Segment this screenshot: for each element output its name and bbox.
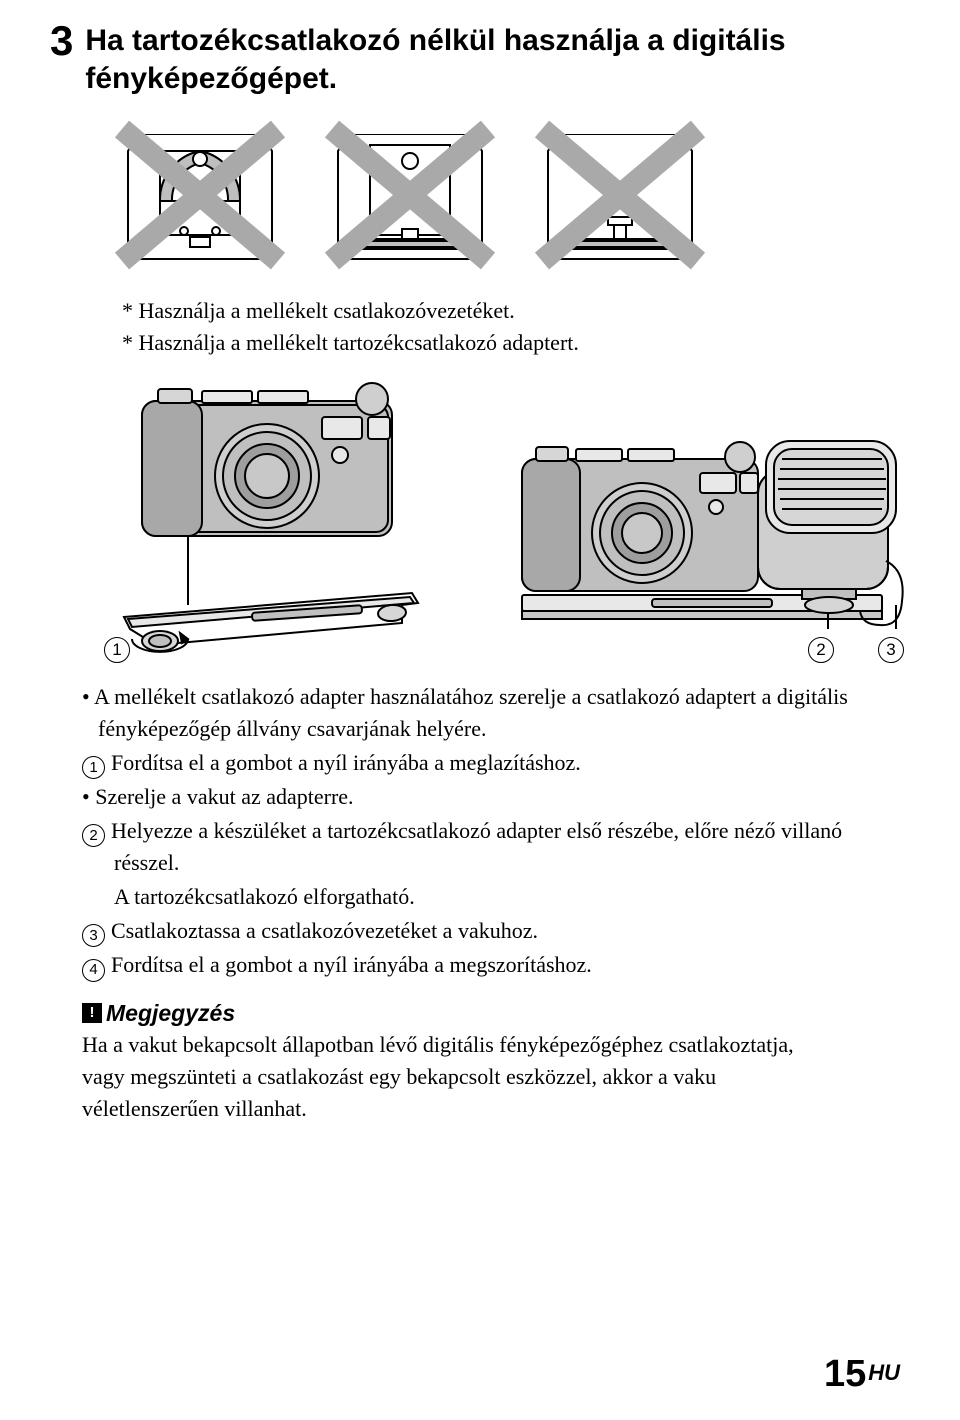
inline-circle-4: 4 (82, 959, 105, 982)
mount-bracket-icon (320, 111, 500, 271)
numbered-text: A tartozékcsatlakozó elforgatható. (114, 884, 415, 909)
numbered-text: Fordítsa el a gombot a nyíl irányába a m… (111, 750, 581, 775)
bullet-item: Szerelje a vakut az adapterre. (82, 781, 860, 813)
inline-circle-3: 3 (82, 924, 105, 947)
page-number: 15HU (824, 1353, 900, 1396)
heading-line-1: Ha tartozékcsatlakozó nélkül használja a… (85, 24, 785, 57)
numbered-text: Fordítsa el a gombot a nyíl irányába a m… (111, 952, 592, 977)
note-line-1: * Használja a mellékelt csatlakozóvezeté… (122, 295, 880, 327)
step-number: 3 (50, 20, 73, 62)
callout-1: 1 (104, 637, 130, 663)
numbered-item: 3 Csatlakoztassa a csatlakozóvezetéket a … (82, 915, 860, 947)
page-number-suffix: HU (868, 1360, 900, 1385)
mount-illustrations (110, 111, 880, 271)
mount-bracket-icon (110, 111, 290, 271)
mount-notes: * Használja a mellékelt csatlakozóvezeté… (122, 295, 880, 359)
step-heading: 3 Ha tartozékcsatlakozó nélkül használja… (50, 20, 880, 97)
mount-diagram-3 (530, 111, 710, 271)
camera-flash-icon (502, 411, 922, 661)
mount-diagram-2 (320, 111, 500, 271)
numbered-item: 4 Fordítsa el a gombot a nyíl irányába a … (82, 949, 860, 981)
camera-with-flash-diagram: 2 3 (502, 411, 922, 661)
numbered-text: Csatlakoztassa a csatlakozóvezetéket a v… (111, 918, 538, 943)
note-line-2: * Használja a mellékelt tartozékcsatlako… (122, 327, 880, 359)
heading-text: Ha tartozékcsatlakozó nélkül használja a… (85, 20, 785, 97)
numbered-item: 2 Helyezze a készüléket a tartozékcsatlak… (82, 815, 860, 879)
instruction-list: A mellékelt csatlakozó adapter használat… (82, 681, 860, 982)
numbered-item: 1 Fordítsa el a gombot a nyíl irányába a … (82, 747, 860, 779)
note-body: Ha a vakut bekapcsolt állapotban lévő di… (82, 1029, 840, 1125)
note-icon: ! (82, 1003, 102, 1023)
mount-bracket-icon (530, 111, 710, 271)
numbered-text: Helyezze a készüléket a tartozékcsatlako… (111, 818, 842, 875)
camera-bracket-icon (102, 381, 462, 661)
callout-3: 3 (878, 637, 904, 663)
note-heading: ! Megjegyzés (82, 1000, 880, 1027)
note-title: Megjegyzés (106, 1000, 235, 1027)
numbered-item-cont: A tartozékcsatlakozó elforgatható. (82, 881, 860, 913)
inline-circle-1: 1 (82, 756, 105, 779)
callout-2: 2 (808, 637, 834, 663)
camera-on-bracket-diagram: 1 (102, 381, 462, 661)
camera-illustrations: 1 (102, 381, 880, 661)
heading-line-2: fényképezőgépet. (85, 62, 337, 95)
bullet-item: A mellékelt csatlakozó adapter használat… (82, 681, 860, 745)
page-number-value: 15 (824, 1353, 866, 1395)
inline-circle-2: 2 (82, 824, 105, 847)
mount-diagram-1 (110, 111, 290, 271)
